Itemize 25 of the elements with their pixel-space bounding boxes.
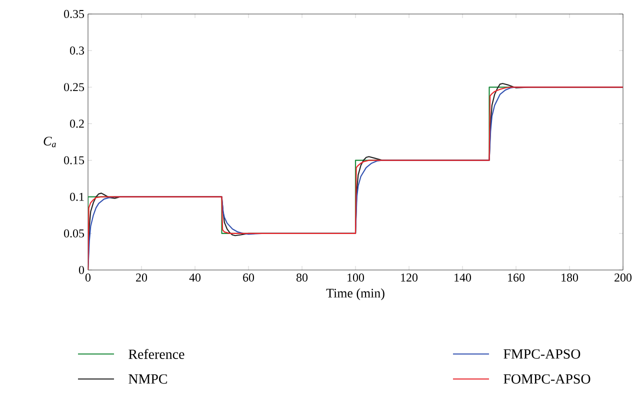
x-tick-label: 20: [136, 274, 148, 282]
x-tick-label: 200: [614, 274, 632, 282]
y-axis-title: C$_{a}$: [44, 136, 56, 148]
y-tick-label: 0.05: [64, 229, 84, 238]
x-tick-label: 40: [189, 274, 201, 282]
x-tick-label: 180: [562, 274, 578, 282]
y-tick-label: 0: [78, 266, 84, 274]
y-tick-label: 0.25: [64, 83, 84, 92]
x-tick-label: 100: [348, 274, 364, 282]
y-tick-label: 0.1: [70, 192, 84, 201]
x-tick-label: 60: [243, 274, 254, 282]
legend-label: NMPC: [128, 374, 167, 384]
y-tick-label: 0.35: [64, 10, 84, 18]
x-tick-label: 160: [508, 274, 525, 282]
y-tick-label: 0.15: [64, 156, 84, 164]
x-tick-label: 80: [296, 274, 308, 282]
legend-label: Reference: [128, 349, 184, 359]
y-tick-label: 0.3: [70, 46, 84, 55]
x-tick-label: 120: [401, 274, 418, 282]
x-tick-label: 140: [454, 274, 472, 282]
legend-label: FMPC-APSO: [504, 349, 580, 359]
y-tick-label: 0.2: [70, 120, 84, 128]
legend-label: FOMPC-APSO: [504, 374, 590, 384]
x-axis-title: Time (min): [326, 288, 384, 300]
x-tick-label: 0: [85, 274, 91, 282]
